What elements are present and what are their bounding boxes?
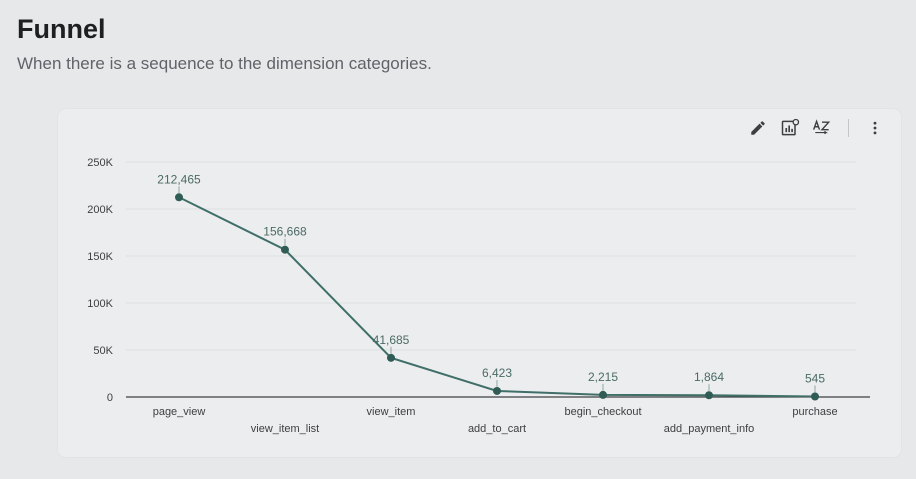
series-funnel: [175, 193, 819, 401]
data-point[interactable]: [811, 392, 819, 401]
data-labels: 212,465 156,668 41,685 6,423 2,215 1,864 545: [157, 172, 825, 393]
data-point[interactable]: [387, 353, 395, 362]
data-point[interactable]: [705, 391, 713, 400]
data-label: 1,864: [694, 370, 724, 384]
y-tick-label: 250K: [87, 157, 113, 169]
x-tick-label: begin_checkout: [564, 406, 641, 418]
data-point[interactable]: [599, 390, 607, 399]
x-tick-label: add_to_cart: [468, 423, 526, 435]
chart-card: 0 50K 100K 150K 200K 250K page_view view_item_…: [58, 109, 901, 457]
more-vert-icon: [873, 121, 877, 135]
page-title: Funnel: [17, 14, 106, 44]
more-options-button[interactable]: [863, 116, 887, 140]
x-tick-label: purchase: [792, 406, 837, 418]
x-tick-label: view_item: [367, 406, 416, 418]
data-label: 2,215: [588, 370, 618, 384]
x-tick-label: view_item_list: [251, 423, 319, 435]
data-label: 6,423: [482, 366, 512, 380]
y-tick-label: 150K: [87, 251, 113, 263]
data-point[interactable]: [175, 193, 183, 202]
data-label: 156,668: [263, 225, 307, 239]
y-tick-label: 200K: [87, 204, 113, 216]
data-point[interactable]: [281, 245, 289, 254]
page-subtitle: When there is a sequence to the dimensio…: [17, 54, 432, 73]
data-point[interactable]: [493, 386, 501, 395]
y-tick-label: 50K: [93, 345, 113, 357]
chart-toolbar: [746, 115, 887, 141]
grid-lines: [126, 161, 856, 351]
x-tick-label: add_payment_info: [664, 423, 755, 435]
toolbar-divider: [848, 119, 849, 137]
pencil-icon: [751, 121, 765, 135]
data-label: 212,465: [157, 172, 201, 186]
sort-az-icon: [812, 119, 831, 135]
data-label: 545: [805, 371, 825, 385]
x-tick-label: page_view: [153, 406, 206, 418]
edit-button[interactable]: [746, 116, 770, 140]
funnel-line-chart: 0 50K 100K 150K 200K 250K page_view view_item_…: [87, 157, 870, 435]
sort-button[interactable]: [810, 116, 834, 140]
y-tick-label: 0: [107, 392, 113, 404]
x-axis-ticks: page_view view_item_list view_item add_to_c…: [153, 406, 838, 435]
y-axis-ticks: 0 50K 100K 150K 200K 250K: [87, 157, 113, 404]
chart-settings-button[interactable]: [778, 116, 802, 140]
chart-settings-icon: [781, 118, 800, 136]
y-tick-label: 100K: [87, 298, 113, 310]
data-label: 41,685: [373, 333, 410, 347]
